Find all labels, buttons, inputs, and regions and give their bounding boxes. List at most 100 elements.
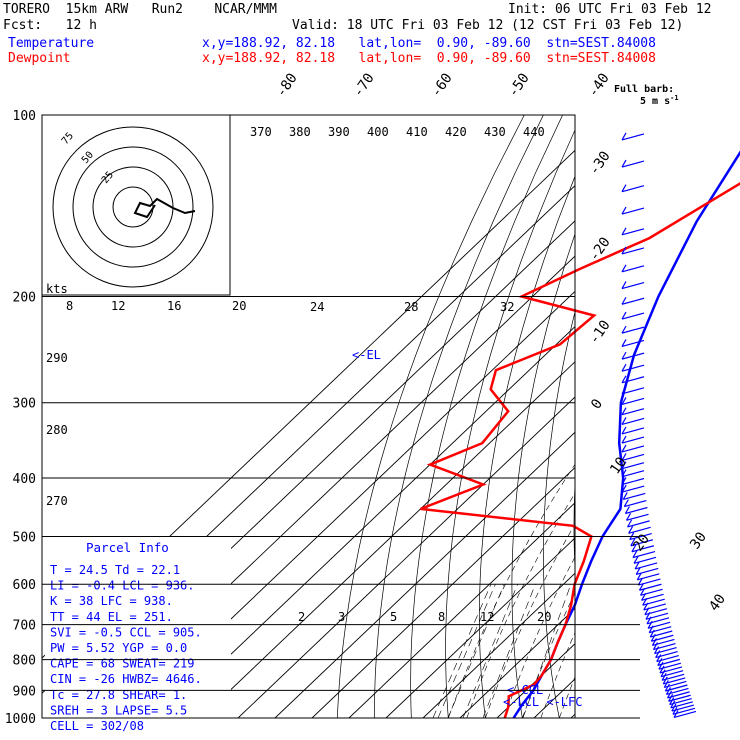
chart-series bbox=[420, 150, 740, 719]
wind-barb bbox=[638, 578, 661, 586]
isotherm-line bbox=[200, 361, 575, 718]
parcel-info-row: Tc = 27.8 SHEAR= 1. bbox=[50, 688, 187, 702]
kts-scale-label: 8 bbox=[66, 299, 73, 313]
sounding-annotation: <-EL bbox=[352, 348, 381, 362]
isotherm-label: 30 bbox=[687, 529, 710, 552]
wind-barb-flag bbox=[621, 375, 627, 384]
wind-barb-flag bbox=[672, 707, 678, 715]
theta-label-left: 270 bbox=[46, 494, 68, 508]
wind-barb bbox=[621, 427, 645, 435]
isotherm-label: -40 bbox=[585, 70, 613, 100]
theta-e-label: 430 bbox=[484, 125, 506, 139]
isotherm-label: -50 bbox=[505, 70, 533, 100]
wind-barb-flag bbox=[662, 676, 668, 685]
wind-barb bbox=[621, 207, 645, 215]
wind-barb-flag bbox=[636, 572, 642, 581]
dry-adiabat-line bbox=[714, 115, 740, 718]
mixing-ratio-line bbox=[447, 584, 505, 718]
isotherm-label: -80 bbox=[273, 70, 301, 100]
isotherm-line bbox=[163, 325, 575, 718]
wind-barb-flag bbox=[621, 206, 627, 215]
wind-barb-flag bbox=[621, 339, 627, 347]
mixing-ratio-line bbox=[522, 584, 572, 718]
isotherm-line bbox=[126, 290, 575, 718]
parcel-info-row: CELL = 302/08 bbox=[50, 719, 144, 733]
moist-adiabat-line bbox=[522, 592, 575, 718]
isotherm-line bbox=[385, 537, 575, 718]
wind-barb bbox=[629, 533, 652, 541]
wind-barb-flag bbox=[621, 453, 627, 461]
wind-barb-flag bbox=[656, 654, 662, 662]
isotherm-label: 20 bbox=[630, 531, 653, 554]
wind-barb bbox=[641, 593, 664, 601]
moist-adiabat-line bbox=[540, 631, 575, 718]
parcel-info-row: K = 38 LFC = 938. bbox=[50, 594, 173, 608]
wind-barb bbox=[631, 545, 655, 553]
model-title: TORERO 15km ARW Run2 NCAR/MMM bbox=[3, 2, 277, 17]
theta-e-label: 390 bbox=[328, 125, 350, 139]
wind-barb bbox=[621, 160, 645, 168]
mixing-ratio-line bbox=[462, 584, 518, 718]
wind-barb bbox=[621, 397, 645, 406]
wind-barb-flag bbox=[657, 658, 663, 666]
parcel-info-row: LI = -0.4 LCL = 936. bbox=[50, 579, 195, 593]
wind-barb-flag bbox=[621, 281, 627, 289]
isotherm-label: -20 bbox=[586, 234, 614, 264]
series-line-dewpoint bbox=[420, 182, 740, 719]
wind-barb-flag bbox=[621, 417, 627, 425]
wind-barb-flag bbox=[628, 526, 634, 534]
wind-barb-flag bbox=[621, 264, 627, 273]
wind-barb bbox=[621, 364, 645, 372]
isotherm-line bbox=[348, 502, 575, 718]
mixing-ratio-line bbox=[437, 584, 496, 718]
wind-barb bbox=[622, 485, 645, 493]
parcel-info-row: SVI = -0.5 CCL = 905. bbox=[50, 625, 202, 639]
wind-barb-flag bbox=[631, 544, 637, 553]
isotherm-line bbox=[311, 466, 575, 718]
valid-time: Valid: 18 UTC Fri 03 Feb 12 (12 CST Fri … bbox=[292, 18, 684, 33]
full-barb-unit-sup: -1 bbox=[670, 94, 678, 102]
wind-barb bbox=[634, 562, 658, 570]
wind-barb-flag bbox=[621, 227, 627, 236]
dry-adiabat-line bbox=[373, 115, 544, 718]
isotherm-label: 40 bbox=[706, 591, 729, 614]
wind-barb-flag bbox=[670, 700, 676, 709]
pressure-tick-label: 200 bbox=[13, 291, 36, 306]
wind-barb bbox=[632, 551, 656, 559]
wind-barb-flag bbox=[643, 602, 649, 611]
wind-barb-flag bbox=[644, 607, 650, 615]
kts-scale-label: 16 bbox=[167, 299, 181, 313]
wind-barb bbox=[628, 526, 651, 534]
isotherm-label: -10 bbox=[586, 317, 614, 347]
theta-label-left: 290 bbox=[46, 351, 68, 365]
wind-barb bbox=[630, 539, 653, 547]
theta-e-label: 400 bbox=[367, 125, 389, 139]
mixing-ratio-label: 8 bbox=[438, 610, 445, 624]
kts-scale-label: 12 bbox=[111, 299, 125, 313]
wind-barb-flag bbox=[632, 550, 638, 558]
theta-e-label: 370 bbox=[250, 125, 272, 139]
wind-barb-flag bbox=[621, 363, 627, 372]
wind-barb bbox=[621, 408, 645, 416]
chart-grid bbox=[42, 115, 740, 718]
parcel-info-rows: T = 24.5 Td = 22.1 LI = -0.4 LCL = 936.K … bbox=[50, 563, 202, 733]
isotherm-line bbox=[459, 607, 575, 718]
isotherm-label: -60 bbox=[428, 70, 456, 100]
wind-barb bbox=[636, 567, 659, 576]
wind-barb bbox=[639, 583, 662, 591]
isotherm-line bbox=[645, 115, 740, 718]
full-barb-unit: 5 m s-1 bbox=[640, 94, 679, 107]
wind-barb bbox=[621, 417, 645, 426]
wind-barb-flag bbox=[621, 184, 627, 192]
wind-barb-flag bbox=[622, 492, 628, 500]
mixing-ratio-label: 2 bbox=[298, 610, 305, 624]
wind-barb-flag bbox=[621, 132, 627, 141]
wind-barb-flag bbox=[640, 588, 646, 596]
theta-label-left: 280 bbox=[46, 423, 68, 437]
wind-barb-flag bbox=[673, 710, 679, 718]
wind-barb bbox=[621, 133, 645, 141]
mixing-ratio-label: 12 bbox=[480, 610, 494, 624]
wind-barb-flag bbox=[647, 621, 653, 629]
parcel-info-row: CAPE = 68 SWEAT= 219 bbox=[50, 657, 195, 671]
dry-adiabat-line bbox=[478, 175, 575, 718]
